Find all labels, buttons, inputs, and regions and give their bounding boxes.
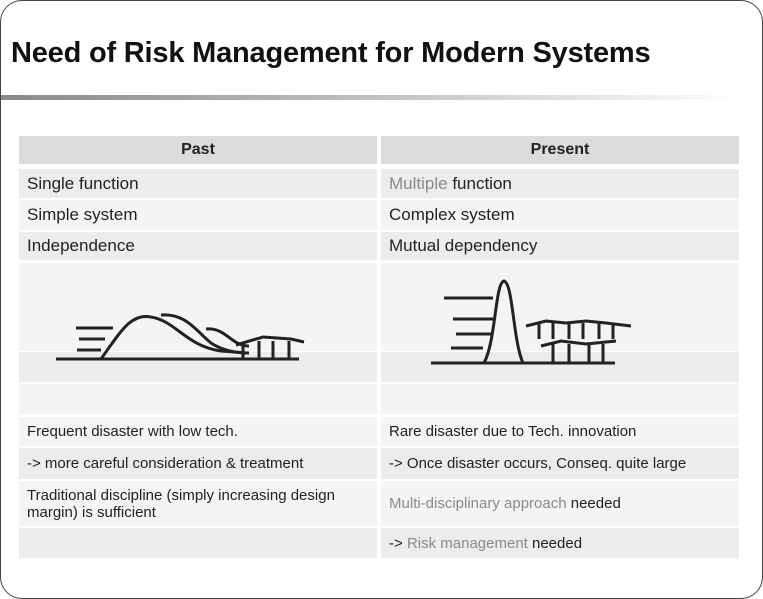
cell-text: Independence xyxy=(27,236,135,256)
slide-title: Need of Risk Management for Modern Syste… xyxy=(11,37,651,69)
cell-text: -> more careful consideration & treatmen… xyxy=(27,455,303,472)
table-cell: Independence xyxy=(19,232,377,260)
text-run: Risk management xyxy=(406,534,528,552)
table-cell: -> Once disaster occurs, Conseq. quite l… xyxy=(381,448,739,479)
cell-text: Complex system xyxy=(389,205,515,225)
text-run: Frequent disaster with low tech. xyxy=(27,423,238,440)
text-run: Single function xyxy=(27,173,139,193)
cell-text: -> Once disaster occurs, Conseq. quite l… xyxy=(389,455,686,472)
cell-text: Simple system xyxy=(27,205,138,225)
text-run: needed xyxy=(527,534,583,552)
table-cell: Mutual dependency xyxy=(381,232,739,260)
table-cell: Single function xyxy=(19,169,377,198)
cell-text: Multi-disciplinary approach needed xyxy=(389,495,621,512)
cell-text: Single function xyxy=(27,174,139,194)
header-cell: Present xyxy=(381,136,739,164)
table-cell: Complex system xyxy=(381,200,739,230)
table-cell: -> Risk management needed xyxy=(381,528,739,558)
text-run: Complex system xyxy=(389,205,515,224)
text-run: Multiple xyxy=(389,173,448,193)
cell-text: Traditional discipline (simply increasin… xyxy=(27,487,369,521)
text-run: function xyxy=(447,173,512,193)
text-run: Traditional discipline (simply increasin… xyxy=(27,486,340,521)
text-run: -> more careful consideration & treatmen… xyxy=(27,455,304,472)
table-cell: Multiple function xyxy=(381,169,739,198)
text-run: -> xyxy=(389,534,407,552)
title-rule xyxy=(1,95,741,100)
table-cell: Rare disaster due to Tech. innovation xyxy=(381,417,739,446)
table-cell: Simple system xyxy=(19,200,377,230)
cell-text: Mutual dependency xyxy=(389,236,537,256)
present-figure xyxy=(431,279,632,365)
text-run: Independence xyxy=(27,236,135,255)
header-cell: Past xyxy=(19,136,377,164)
text-run: Mutual dependency xyxy=(389,236,538,255)
text-run: -> Once disaster occurs, Conseq. quite l… xyxy=(389,455,687,472)
text-run: Rare disaster due to Tech. innovation xyxy=(389,423,637,440)
table-cell: -> more careful consideration & treatmen… xyxy=(19,448,377,479)
cell-text: Rare disaster due to Tech. innovation xyxy=(389,423,636,440)
text-run: Simple system xyxy=(27,205,138,224)
text-run: Multi-disciplinary approach xyxy=(389,495,567,512)
past-figure xyxy=(56,313,305,361)
cell-text: Frequent disaster with low tech. xyxy=(27,423,238,440)
cell-text: -> Risk management needed xyxy=(389,535,582,552)
cell-text: Multiple function xyxy=(389,174,512,194)
table-cell: Frequent disaster with low tech. xyxy=(19,417,377,446)
table-cell xyxy=(19,528,377,558)
table-cell: Traditional discipline (simply increasin… xyxy=(19,481,377,526)
text-run: needed xyxy=(566,495,621,512)
table-cell: Multi-disciplinary approach needed xyxy=(381,481,739,526)
